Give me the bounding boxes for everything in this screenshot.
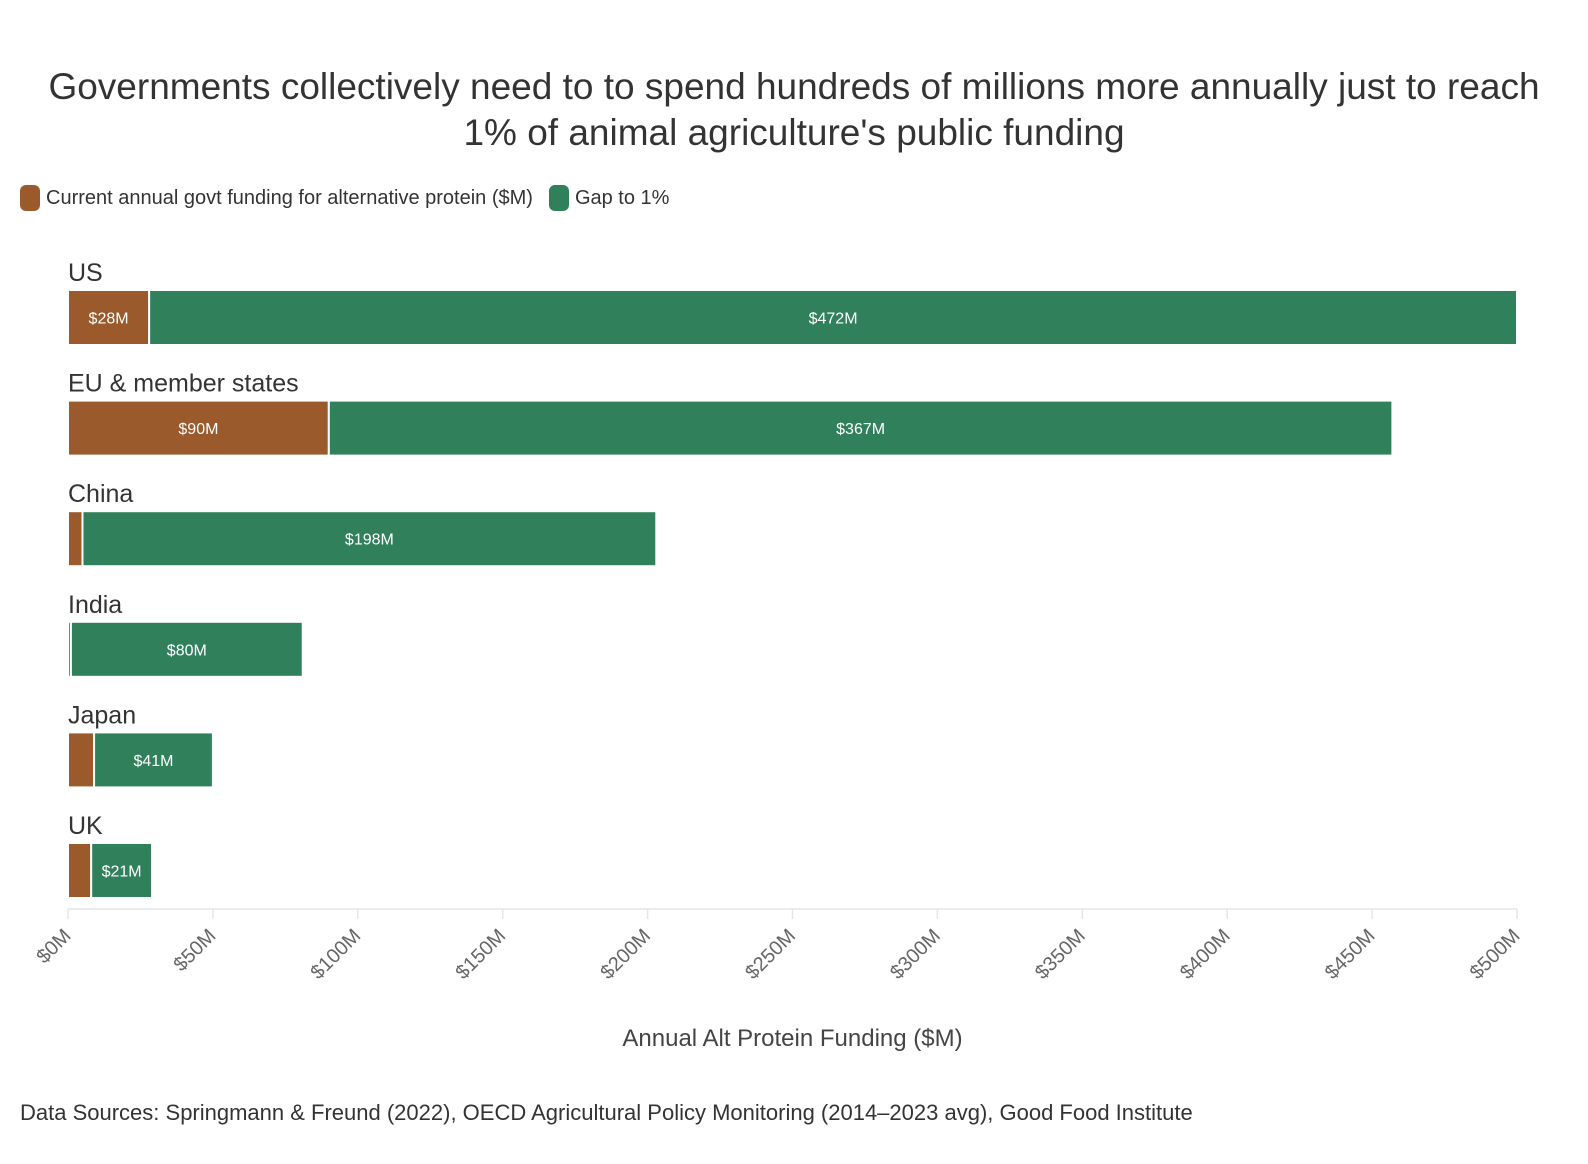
chart-title: Governments collectively need to to spen… — [48, 66, 1540, 153]
x-tick-label: $450M — [1321, 925, 1380, 984]
category-label-us: US — [68, 259, 103, 287]
source-note: Data Sources: Springmann & Freund (2022)… — [20, 1100, 1193, 1125]
x-tick-label: $500M — [1466, 925, 1525, 984]
x-tick-label: $150M — [451, 925, 510, 984]
data-label-eu-member-states-gap: $367M — [836, 421, 885, 438]
data-label-us-current: $28M — [89, 311, 129, 328]
category-label-uk: UK — [68, 812, 103, 840]
data-label-eu-member-states-current: $90M — [178, 421, 218, 438]
x-axis-title: Annual Alt Protein Funding ($M) — [622, 1025, 962, 1052]
x-tick-label: $300M — [886, 925, 945, 984]
data-label-india-gap: $80M — [167, 642, 207, 659]
x-tick-label: $0M — [32, 925, 75, 968]
x-tick-label: $200M — [596, 925, 655, 984]
data-label-japan-gap: $41M — [133, 753, 173, 770]
bar-uk-gap[interactable] — [90, 842, 154, 899]
legend-swatch-gap — [548, 185, 569, 211]
bar-us-current[interactable] — [67, 289, 151, 346]
category-label-eu-member-states: EU & member states — [68, 370, 299, 398]
data-label-uk-gap: $21M — [102, 864, 142, 881]
bar-us-gap[interactable] — [148, 289, 1518, 346]
data-label-china-gap: $198M — [345, 532, 394, 549]
legend-swatch-current — [20, 185, 40, 211]
x-tick-label: $400M — [1176, 925, 1235, 984]
chart-legend: Current annual govt funding for alternat… — [20, 184, 685, 212]
bar-japan-gap[interactable] — [93, 731, 214, 789]
legend-item-current[interactable]: Current annual govt funding for alternat… — [20, 185, 533, 211]
legend-label-gap: Gap to 1% — [574, 186, 670, 209]
x-tick-label: $250M — [741, 925, 800, 984]
bar-uk-current[interactable] — [67, 842, 93, 899]
legend-label-current: Current annual govt funding for alternat… — [46, 186, 533, 209]
legend-item-gap[interactable]: Gap to 1% — [548, 185, 670, 211]
data-label-us-gap: $472M — [809, 311, 858, 328]
category-label-india: India — [68, 591, 122, 619]
bar-china-gap[interactable] — [81, 510, 658, 568]
x-tick-label: $100M — [307, 925, 366, 984]
bar-india-gap[interactable] — [69, 620, 304, 678]
x-tick-label: $50M — [170, 925, 221, 976]
x-tick-label: $350M — [1031, 925, 1090, 984]
category-label-japan: Japan — [68, 701, 136, 729]
bar-japan-current[interactable] — [67, 731, 96, 789]
bar-china-current[interactable] — [67, 510, 84, 568]
bar-eu-member-states-gap[interactable] — [327, 399, 1394, 457]
category-label-china: China — [68, 480, 133, 508]
